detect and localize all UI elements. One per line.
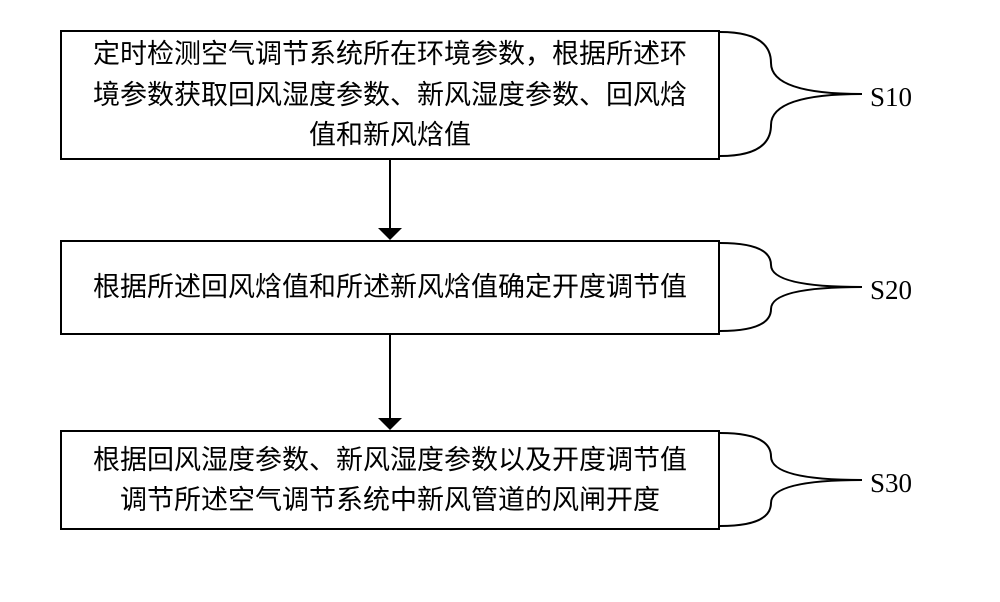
bracket-connector (0, 0, 1000, 602)
